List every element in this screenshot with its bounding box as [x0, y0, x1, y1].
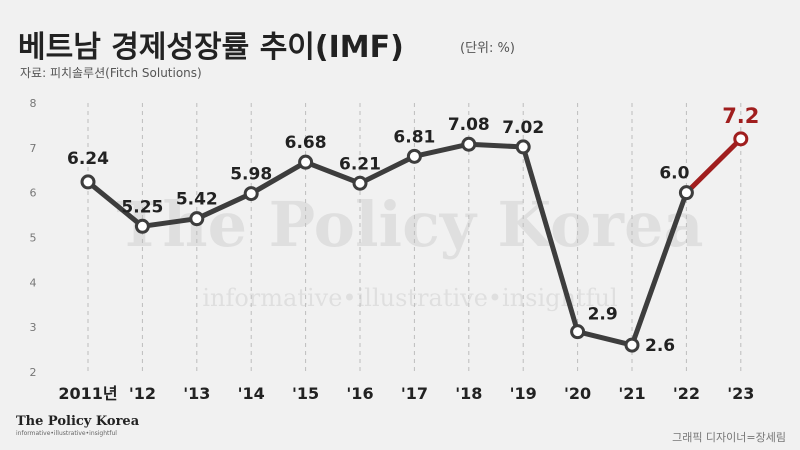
x-tick-label: '13 [183, 384, 210, 403]
data-label: 5.98 [230, 165, 272, 185]
data-point [243, 186, 259, 202]
data-label: 7.08 [448, 115, 490, 135]
data-label: 6.68 [285, 133, 327, 153]
data-point-highlight [733, 131, 749, 147]
logo-tagline: informative•illustrative•insightful [16, 430, 117, 437]
x-tick-label: '14 [238, 384, 265, 403]
footer-logo: The Policy Korea informative•illustrativ… [16, 414, 139, 437]
series-line [303, 159, 363, 186]
data-point [298, 154, 314, 170]
data-point [624, 337, 640, 353]
data-label: 6.21 [339, 154, 381, 174]
series-line [411, 141, 472, 159]
series-line [575, 329, 635, 348]
x-tick-label: '18 [455, 384, 482, 403]
data-point [352, 175, 368, 191]
series-line-highlight [683, 136, 744, 196]
data-label: 2.9 [588, 305, 618, 325]
data-label: 6.0 [659, 164, 689, 184]
chart-title: 베트남 경제성장률 추이(IMF) [18, 30, 404, 65]
data-label: 7.02 [502, 118, 544, 138]
y-tick-label: 2 [30, 366, 37, 379]
data-point [406, 148, 422, 164]
source-label: 자료: 피치솔루션(Fitch Solutions) [20, 66, 202, 80]
series-line [139, 216, 200, 229]
data-label-highlight: 7.2 [722, 104, 759, 128]
y-tick-label: 8 [30, 97, 37, 110]
series-line [248, 159, 309, 197]
data-point [80, 174, 96, 190]
series-line [357, 153, 417, 186]
data-point [570, 324, 586, 340]
x-tick-label: 2011년 [58, 384, 117, 403]
data-point [461, 136, 477, 152]
x-tick-label: '22 [673, 384, 700, 403]
y-tick-label: 6 [30, 187, 37, 200]
y-tick-label: 5 [30, 232, 37, 245]
x-tick-label: '19 [510, 384, 537, 403]
series-line [194, 191, 254, 222]
data-point [134, 218, 150, 234]
designer-credit: 그래픽 디자이너=장세림 [672, 431, 786, 444]
data-point [678, 185, 694, 201]
watermark-tagline: informative•illustrative•insightful [202, 284, 617, 312]
data-label: 6.81 [393, 127, 435, 147]
x-tick-label: '17 [401, 384, 428, 403]
watermark: The Policy Korea informative•illustrativ… [116, 188, 703, 312]
series-line [520, 144, 581, 335]
data-point [189, 211, 205, 227]
y-tick-label: 4 [30, 276, 37, 289]
x-tick-label: '15 [292, 384, 319, 403]
x-tick-label: '21 [618, 384, 645, 403]
x-tick-label: '16 [346, 384, 373, 403]
data-point [515, 139, 531, 155]
data-label: 5.42 [176, 190, 218, 210]
series-line [85, 179, 145, 229]
series-line [629, 190, 689, 348]
x-tick-label: '12 [129, 384, 156, 403]
x-tick-label: '23 [727, 384, 754, 403]
y-tick-label: 7 [30, 142, 37, 155]
x-tick-label: '20 [564, 384, 591, 403]
watermark-name: The Policy Korea [116, 188, 703, 261]
data-label: 2.6 [645, 336, 675, 356]
y-tick-label: 3 [30, 321, 37, 334]
series-line [466, 141, 526, 150]
data-label: 6.24 [67, 149, 109, 169]
unit-label: (단위: %) [460, 41, 515, 56]
logo-name: The Policy Korea [16, 414, 140, 429]
data-label: 5.25 [121, 197, 163, 217]
